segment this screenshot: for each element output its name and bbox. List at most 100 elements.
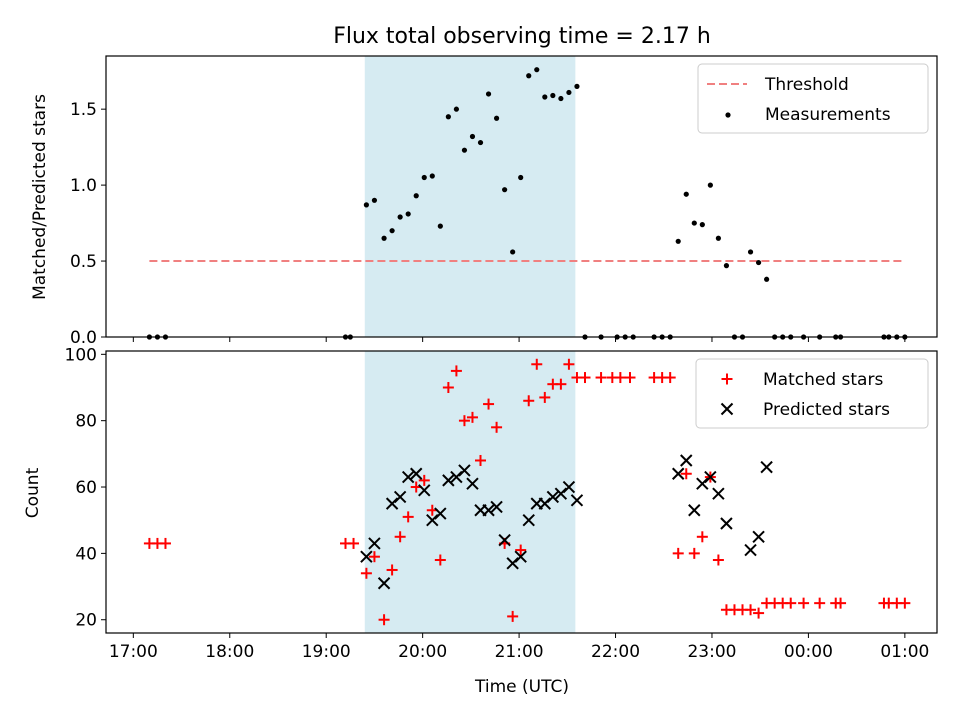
- measurement-point: [502, 187, 508, 193]
- matched-point: [386, 564, 398, 576]
- measurement-point: [550, 92, 556, 99]
- measurement-point: [764, 276, 770, 282]
- predicted-point-b: [393, 490, 407, 504]
- matched-point: [745, 604, 757, 616]
- legend-measurements-label: Measurements: [765, 105, 891, 125]
- predicted-point: [393, 490, 407, 504]
- predicted-point: [704, 470, 717, 484]
- matched-point: [507, 610, 519, 622]
- predicted-point-b: [360, 550, 373, 563]
- predicted-point-b: [704, 470, 717, 484]
- predicted-point-b: [562, 480, 576, 494]
- top-marks: [146, 67, 908, 340]
- matched-point: [555, 378, 567, 390]
- legend-matched-swatch: [721, 373, 733, 385]
- bottom-panel: 20 40 60 80 100 17:00 18:00 19:00 20:00 21:00 22:0…: [23, 345, 938, 662]
- matched-point: [785, 597, 797, 609]
- matched-point: [458, 415, 470, 427]
- y-tick-label: 1.0: [70, 176, 97, 196]
- bottom-legend-box: [695, 358, 929, 429]
- predicted-point: [360, 550, 373, 563]
- matched-point: [402, 511, 414, 523]
- predicted-point-b: [410, 467, 423, 480]
- measurement-point: [534, 67, 540, 73]
- measurement-point: [389, 228, 395, 234]
- measurement-point: [477, 139, 484, 146]
- legend-matched-marker: [721, 373, 733, 385]
- bottom-marks: [143, 358, 911, 626]
- y-tick-label: 40: [75, 544, 97, 564]
- predicted-point: [377, 577, 391, 590]
- measurement-point: [715, 235, 722, 241]
- predicted-point-b: [490, 500, 503, 514]
- predicted-point-b: [498, 533, 511, 547]
- legend-predicted-marker: [720, 402, 734, 416]
- x-tick-label: 23:00: [687, 642, 736, 662]
- matched-point: [563, 358, 575, 370]
- matched-point: [798, 597, 810, 609]
- measurement-point: [723, 263, 730, 269]
- matched-point: [835, 597, 847, 609]
- matched-point: [394, 531, 406, 543]
- measurement-point: [397, 214, 403, 220]
- top-legend-box: [697, 63, 929, 134]
- matched-point: [688, 547, 700, 559]
- predicted-point-b: [434, 507, 447, 520]
- predicted-point: [712, 487, 725, 500]
- matched-point: [483, 398, 495, 410]
- measurement-point: [518, 174, 524, 181]
- predicted-point-b: [720, 517, 733, 530]
- predicted-point-b: [672, 467, 685, 480]
- predicted-point-b: [401, 470, 415, 484]
- matched-point: [523, 395, 535, 407]
- predicted-point: [570, 494, 584, 507]
- measurement-point: [707, 182, 713, 188]
- legend-measurements-swatch: [725, 112, 731, 118]
- legend-predicted-label: Predicted stars: [763, 400, 890, 420]
- predicted-point: [514, 550, 527, 563]
- predicted-point-b: [688, 504, 701, 517]
- measurement-point: [542, 94, 548, 100]
- top-legend: Threshold Measurements: [697, 63, 929, 134]
- measurement-point: [493, 115, 500, 121]
- top-axes-frame: [105, 55, 938, 338]
- matched-point: [442, 381, 454, 393]
- measurement-point: [429, 173, 435, 179]
- x-axis-label: Time (UTC): [474, 677, 569, 697]
- predicted-point: [680, 454, 693, 467]
- matched-point: [450, 365, 462, 377]
- measurement-point: [675, 238, 681, 244]
- predicted-point-b: [442, 474, 455, 487]
- y-tick-label: 60: [75, 478, 97, 498]
- predicted-point-b: [458, 464, 471, 477]
- measurement-point: [485, 91, 492, 97]
- matched-point: [595, 372, 607, 384]
- predicted-point-b: [482, 504, 495, 517]
- x-tick-label: 22:00: [591, 642, 640, 662]
- matched-point: [539, 391, 551, 403]
- matched-point: [360, 567, 372, 579]
- predicted-point: [442, 474, 455, 487]
- x-tick-label: 19:00: [302, 642, 351, 662]
- bottom-ticks: 20 40 60 80 100 17:00 18:00 19:00 20:00 21:00 22:0…: [65, 345, 930, 662]
- bottom-axes-frame: [105, 350, 938, 634]
- matched-point: [491, 421, 503, 433]
- predicted-point: [434, 507, 447, 520]
- predicted-point: [688, 504, 701, 517]
- matched-point: [466, 411, 478, 423]
- matched-point: [696, 531, 708, 543]
- y-tick-label: 0.0: [70, 328, 97, 348]
- matched-point: [348, 537, 360, 549]
- measurement-point: [461, 147, 468, 153]
- matched-point: [368, 551, 380, 563]
- matched-point: [753, 607, 765, 619]
- predicted-point: [522, 513, 535, 527]
- predicted-point-b: [680, 454, 693, 467]
- x-tick-label: 20:00: [398, 642, 447, 662]
- predicted-point: [720, 517, 733, 530]
- matched-point: [712, 554, 724, 566]
- measurement-point: [574, 83, 580, 89]
- x-tick-label: 17:00: [109, 642, 158, 662]
- bottom-ylabel: Count: [23, 467, 43, 518]
